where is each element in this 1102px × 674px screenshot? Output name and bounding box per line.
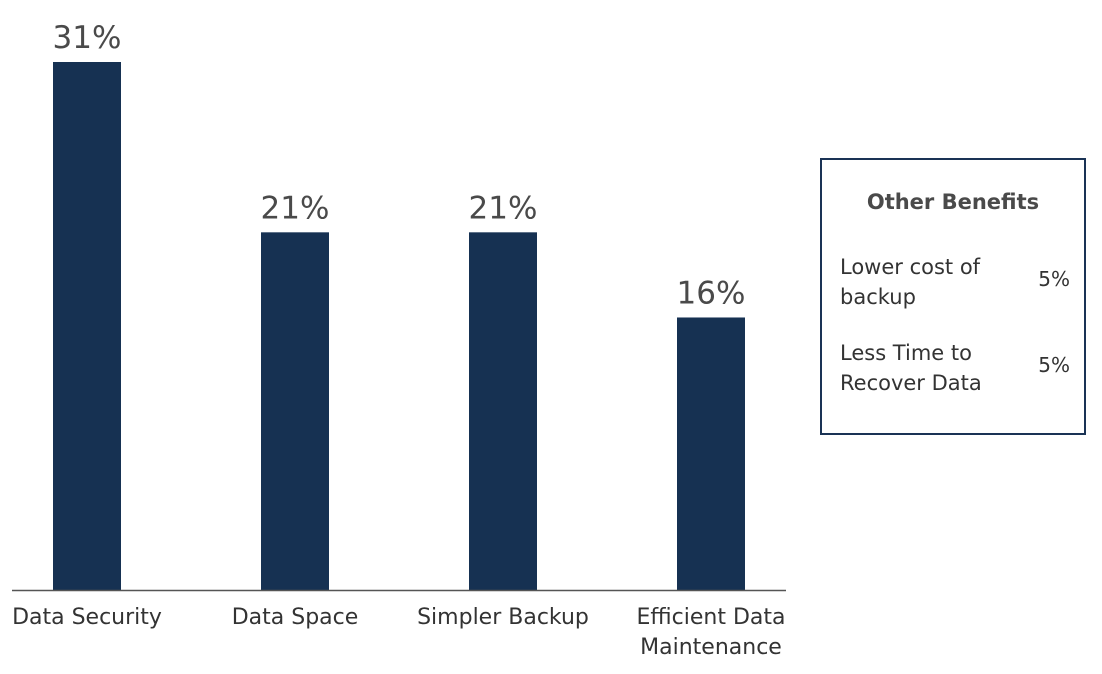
other-benefits-box: Other Benefits Lower cost of backup 5% L… — [820, 158, 1086, 435]
data-label: 21% — [469, 190, 538, 226]
other-benefit-row: Lower cost of backup 5% — [840, 252, 1070, 316]
category-label: Data Space — [232, 605, 359, 630]
bar — [469, 232, 537, 591]
other-benefit-row: Less Time to Recover Data 5% — [840, 338, 1070, 402]
category-label: Simpler Backup — [417, 605, 589, 630]
category-label: Efficient Data Maintenance — [636, 605, 785, 660]
bar — [677, 317, 745, 590]
other-benefits-title: Other Benefits — [866, 190, 1040, 214]
category-label: Data Security — [12, 605, 162, 630]
other-benefit-value: 5% — [1038, 267, 1070, 291]
other-benefit-label: Less Time to Recover Data — [840, 341, 982, 395]
bar — [53, 62, 121, 590]
bar-chart: 31% Data Security 21% Data Space 21% Simpler … — [12, 20, 786, 660]
bar — [261, 232, 329, 591]
data-label: 21% — [261, 190, 330, 226]
data-label: 31% — [53, 20, 122, 56]
other-benefit-label: Lower cost of backup — [840, 255, 981, 309]
other-benefit-value: 5% — [1038, 353, 1070, 377]
data-label: 16% — [677, 275, 746, 311]
